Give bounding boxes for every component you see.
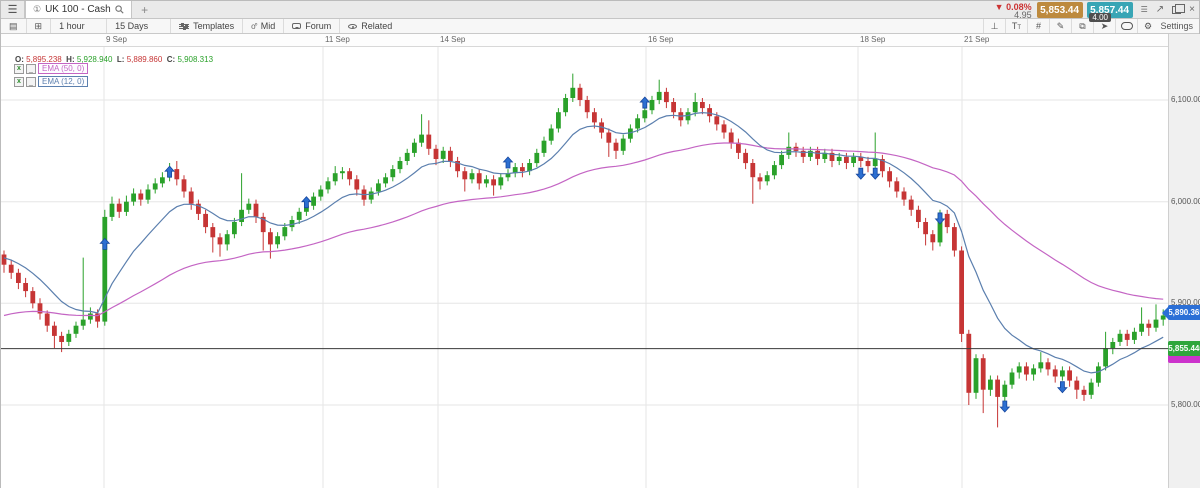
sell-price-button[interactable]: 5,853.44 bbox=[1036, 2, 1083, 18]
related-label: Related bbox=[361, 21, 393, 31]
close-value: 5,908.313 bbox=[177, 55, 214, 64]
last-close-flag: 5,890.365 bbox=[1162, 305, 1200, 321]
up-signal-arrow bbox=[502, 156, 514, 169]
instrument-tab[interactable]: ① UK 100 - Cash bbox=[25, 1, 132, 18]
forum-label: Forum bbox=[305, 21, 332, 31]
ema50-line bbox=[3, 142, 1164, 317]
time-tick: 18 Sep bbox=[860, 35, 886, 44]
ema50-label[interactable]: EMA (50, 0) bbox=[38, 63, 89, 74]
menu-icon[interactable]: ☰ bbox=[1, 1, 25, 18]
price-tick: 5,800.000 bbox=[1171, 400, 1200, 409]
ema12-minimize-icon[interactable]: _ bbox=[26, 76, 36, 87]
ema50-remove-icon[interactable]: x bbox=[14, 63, 24, 74]
time-tick: 9 Sep bbox=[106, 35, 127, 44]
time-axis[interactable]: 9 Sep 11 Sep 14 Sep 16 Sep 18 Sep 21 Sep bbox=[1, 34, 1168, 47]
ema12-remove-icon[interactable]: x bbox=[14, 76, 24, 87]
tab-number-icon: ① bbox=[33, 4, 42, 14]
tab-title: UK 100 - Cash bbox=[45, 4, 111, 15]
price-chart[interactable] bbox=[1, 47, 1168, 488]
price-axis[interactable]: 5,890.365 5,855.440 6,100.000 6,000.000 5,… bbox=[1162, 34, 1200, 488]
time-tick: 21 Sep bbox=[964, 35, 990, 44]
settings-label: Settings bbox=[1160, 21, 1194, 31]
interval-select[interactable]: 1 hour bbox=[51, 19, 108, 33]
ema50-minimize-icon[interactable]: _ bbox=[26, 63, 36, 74]
add-tab-button[interactable]: + bbox=[141, 2, 149, 17]
grid-tool[interactable]: # bbox=[1027, 19, 1049, 33]
templates-icon bbox=[179, 22, 190, 30]
chart-area: 9 Sep 11 Sep 14 Sep 16 Sep 18 Sep 21 Sep O: 5… bbox=[1, 34, 1200, 488]
related-button[interactable]: Related bbox=[340, 19, 400, 33]
down-signal-arrow bbox=[934, 212, 946, 225]
candle-wicks bbox=[3, 73, 1164, 428]
layout-button[interactable]: ⊞ bbox=[27, 19, 52, 33]
open-value: 5,895.238 bbox=[26, 55, 62, 64]
view-list-button[interactable]: ▤ bbox=[1, 19, 27, 33]
templates-button[interactable]: Templates bbox=[171, 19, 244, 33]
vertical-line-tool[interactable]: ⊥ bbox=[983, 19, 1005, 33]
mid-price-button[interactable]: o° Mid bbox=[243, 19, 285, 33]
title-bar: ☰ ① UK 100 - Cash + ▼ 0.08% 4.95 5,853.4… bbox=[1, 1, 1199, 22]
range-select[interactable]: 15 Days bbox=[107, 19, 172, 33]
price-tick: 6,000.000 bbox=[1171, 196, 1200, 206]
interval-label: 1 hour bbox=[59, 21, 85, 31]
ema12-legend: x _ EMA (12, 0) bbox=[14, 76, 89, 87]
mid-label: Mid bbox=[260, 21, 276, 31]
forum-icon bbox=[292, 23, 302, 29]
chart-list-icon[interactable]: ☰ bbox=[1140, 5, 1148, 14]
change-percent: 0.08% bbox=[1006, 1, 1032, 12]
ema12-line bbox=[3, 111, 1164, 374]
related-icon bbox=[348, 23, 358, 29]
close-icon[interactable]: × bbox=[1189, 4, 1195, 15]
windows-tool[interactable]: ⧉ bbox=[1071, 19, 1093, 33]
chart-toolbar: ▤ ⊞ 1 hour 15 Days Templates o° Mid Foru… bbox=[1, 19, 1199, 34]
draw-tool[interactable]: ✎ bbox=[1049, 19, 1071, 33]
up-signal-arrow bbox=[164, 165, 175, 178]
down-signal-arrow bbox=[999, 400, 1011, 413]
gear-icon: ⚙ bbox=[1143, 20, 1153, 31]
up-signal-arrow bbox=[639, 96, 651, 109]
up-signal-arrow bbox=[99, 237, 111, 250]
spread-badge: 4.00 bbox=[1089, 13, 1111, 22]
high-value: 5,928.940 bbox=[76, 55, 113, 64]
ohlc-readout: O: 5,895.238 H: 5,928.940 L: 5,889.860 C… bbox=[15, 55, 214, 64]
down-signal-arrow bbox=[869, 167, 881, 180]
time-tick: 11 Sep bbox=[325, 35, 350, 44]
ema12-label[interactable]: EMA (12, 0) bbox=[38, 76, 89, 87]
search-icon[interactable] bbox=[115, 5, 124, 14]
cursor-tool[interactable]: ➤ bbox=[1093, 19, 1115, 33]
shape-tool[interactable] bbox=[1115, 19, 1137, 33]
down-signal-arrow bbox=[1057, 381, 1068, 394]
forum-button[interactable]: Forum bbox=[284, 19, 341, 33]
range-label: 15 Days bbox=[115, 21, 149, 31]
time-tick: 14 Sep bbox=[440, 35, 466, 44]
price-tick: 6,100.000 bbox=[1171, 95, 1200, 104]
popout-icon[interactable] bbox=[1172, 3, 1186, 14]
resize-icon[interactable]: ↗ bbox=[1155, 4, 1165, 15]
time-tick: 16 Sep bbox=[648, 35, 674, 44]
low-value: 5,889.860 bbox=[126, 55, 163, 64]
templates-label: Templates bbox=[193, 21, 235, 31]
text-tool[interactable]: TT bbox=[1005, 19, 1027, 33]
current-price-tag: 5,855.440 bbox=[1168, 340, 1200, 356]
down-triangle-icon: ▼ bbox=[994, 1, 1004, 12]
price-tick: 5,900.000 bbox=[1171, 298, 1200, 308]
settings-button[interactable]: ⚙ Settings bbox=[1137, 19, 1199, 33]
change-points: 4.95 bbox=[1014, 9, 1032, 20]
candlestick-layer bbox=[1, 87, 1166, 397]
mid-icon: o° bbox=[251, 21, 258, 31]
down-signal-arrow bbox=[855, 167, 867, 180]
up-signal-arrow bbox=[301, 196, 312, 209]
change-readout: ▼ 0.08% 4.95 bbox=[995, 1, 1032, 19]
ema50-legend: x _ EMA (50, 0) bbox=[14, 63, 89, 74]
